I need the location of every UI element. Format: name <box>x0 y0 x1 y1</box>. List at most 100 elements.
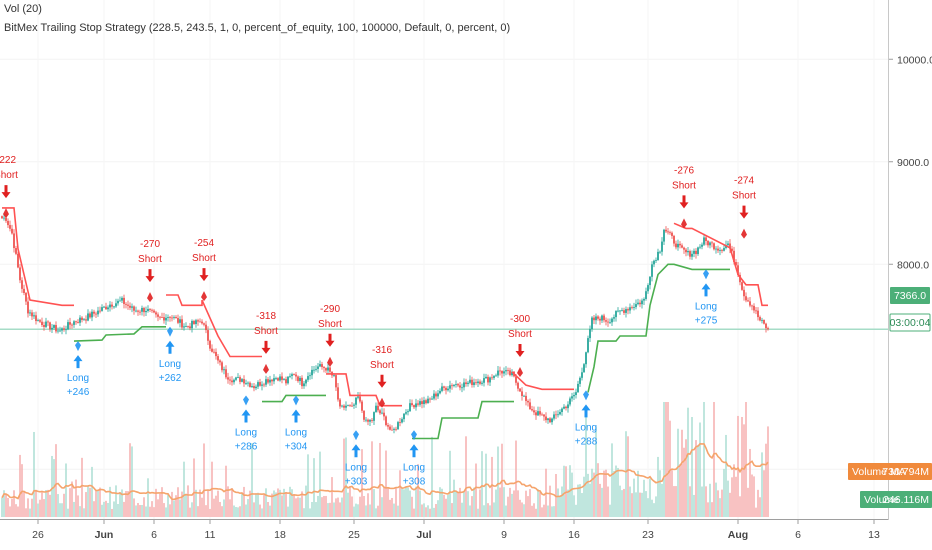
long-trade-marker[interactable]: Long +275 <box>695 269 718 326</box>
long-trade-marker[interactable]: Long +246 <box>67 341 90 398</box>
volume-bar <box>471 496 473 517</box>
short-trade-marker[interactable]: -316 Short <box>370 345 394 408</box>
long-trade-marker[interactable]: Long +288 <box>575 390 598 447</box>
volume-bar <box>193 458 195 517</box>
volume-bar <box>227 486 229 517</box>
candle-body <box>135 310 137 312</box>
volume-bar <box>201 497 203 517</box>
volume-bar <box>119 492 121 517</box>
candles <box>1 213 769 434</box>
candle-body <box>143 307 145 313</box>
vol-indicator-legend[interactable]: Vol (20) <box>4 3 42 15</box>
volume-bar <box>187 485 189 517</box>
candle-body <box>457 384 459 386</box>
volume-bar <box>581 493 583 517</box>
candle-body <box>651 264 653 277</box>
candle-body <box>581 372 583 378</box>
long-trade-marker[interactable]: Long +262 <box>159 326 182 384</box>
long-arrow-icon <box>73 355 83 369</box>
volume-bar <box>15 504 17 517</box>
volume-bar <box>523 504 525 517</box>
candle-body <box>759 317 761 321</box>
candle-body <box>373 412 375 421</box>
entry-flag-icon <box>243 395 249 406</box>
candle-body <box>687 251 689 253</box>
long-trade-marker[interactable]: Long +303 <box>345 430 368 487</box>
time-axis[interactable]: 26 Jun 6 11 18 25 Jul 9 16 23 Aug 6 13 <box>32 520 880 541</box>
candle-body <box>5 217 7 221</box>
long-trade-marker[interactable]: Long +308 <box>403 430 426 487</box>
candle-body <box>655 260 657 261</box>
candle-body <box>453 384 455 386</box>
candle-body <box>715 248 717 250</box>
candle-body <box>205 324 207 331</box>
volume-bar <box>219 501 221 517</box>
long-trade-marker[interactable]: Long +286 <box>235 395 258 452</box>
volume-bar <box>723 468 725 517</box>
volume-bar <box>491 456 493 517</box>
volume-bar <box>285 492 287 517</box>
volume-bar <box>761 452 763 517</box>
candle-body <box>619 310 621 312</box>
candle-body <box>525 395 527 401</box>
time-tick-label: 18 <box>274 529 286 541</box>
volume-bar <box>137 502 139 517</box>
volume-bar <box>305 485 307 517</box>
short-trade-marker[interactable]: -274 Short <box>732 176 756 239</box>
volume-bar <box>543 504 545 517</box>
short-trade-marker[interactable]: -300 Short <box>508 314 532 377</box>
volume-bar <box>277 488 279 517</box>
volume-bar <box>255 493 257 517</box>
trade-markers[interactable]: -222 Short Long +246 -270 Short Long +262 -254 Sh… <box>0 155 756 487</box>
candle-body <box>605 320 607 322</box>
candle-body <box>91 311 93 318</box>
candle-body <box>303 383 305 387</box>
volume-bar <box>547 505 549 517</box>
short-trade-marker[interactable]: -318 Short <box>254 311 278 374</box>
volume-bar <box>27 498 29 517</box>
candle-body <box>765 323 767 329</box>
candle-body <box>421 401 423 405</box>
trade-pnl: +288 <box>575 436 598 447</box>
trade-pnl: -270 <box>140 239 160 250</box>
volume-bar <box>131 446 133 517</box>
last-price-tag: 7366.0 <box>890 287 930 304</box>
volume-bar <box>209 508 211 517</box>
volume-bar <box>125 490 127 517</box>
short-trade-marker[interactable]: -270 Short <box>138 239 162 303</box>
short-trade-marker[interactable]: -222 Short <box>0 155 18 219</box>
strategy-legend[interactable]: BitMex Trailing Stop Strategy (228.5, 24… <box>4 22 511 34</box>
candle-body <box>279 376 281 381</box>
candle-body <box>103 306 105 308</box>
short-trade-marker[interactable]: -290 Short <box>318 304 342 367</box>
trade-pnl: -276 <box>674 165 694 176</box>
candle-body <box>101 307 103 311</box>
volume-bar <box>171 491 173 517</box>
volume-bar <box>279 489 281 517</box>
candle-body <box>741 282 743 290</box>
short-trade-marker[interactable]: -254 Short <box>192 238 216 302</box>
short-arrow-icon <box>1 185 11 199</box>
candle-body <box>401 419 403 423</box>
candle-body <box>731 248 733 251</box>
volume-bar <box>155 488 157 517</box>
volume-bar <box>419 490 421 517</box>
candle-body <box>223 369 225 371</box>
candle-body <box>665 229 667 232</box>
volume-bar <box>595 426 597 517</box>
volume-bar <box>105 500 107 517</box>
candle-body <box>471 379 473 385</box>
volume-bar <box>493 502 495 517</box>
candle-body <box>285 379 287 384</box>
volume-bar <box>311 501 313 517</box>
volume-bar <box>747 487 749 517</box>
time-tick-label: 23 <box>642 529 654 541</box>
volume-bar <box>617 467 619 517</box>
volume-bar <box>367 493 369 517</box>
long-trade-marker[interactable]: Long +304 <box>285 395 308 452</box>
short-trade-marker[interactable]: -276 Short <box>672 165 696 229</box>
volume-bar <box>575 504 577 517</box>
volume-bar <box>499 487 501 517</box>
